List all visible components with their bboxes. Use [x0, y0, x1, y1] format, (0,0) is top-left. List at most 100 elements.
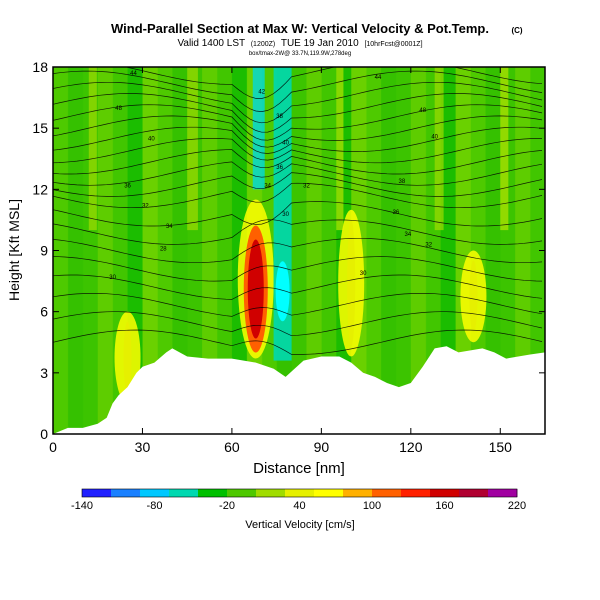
isentrope-line — [53, 126, 543, 154]
isentrope-line — [53, 70, 543, 112]
colorbar-swatch — [401, 489, 431, 497]
y-tick-label: 12 — [32, 181, 48, 197]
isentrope-line — [53, 274, 543, 300]
colorbar-tick-labels: -140 -80 -20 40 100 160 220 — [71, 500, 526, 512]
velocity-band — [440, 67, 457, 434]
velocity-features — [114, 67, 487, 404]
velocity-band — [530, 67, 545, 434]
isentrope-label: 32 — [142, 204, 149, 210]
velocity-band — [142, 67, 158, 434]
colorbar-tick-label: -140 — [71, 500, 93, 512]
isentrope-label: 42 — [258, 89, 265, 95]
isentrope-label: 34 — [166, 224, 173, 230]
x-axis: 0 30 60 90 120 150 — [49, 67, 512, 455]
isentrope-line — [53, 104, 543, 141]
isentrope-label: 48 — [419, 108, 426, 114]
colorbar-label: Vertical Velocity [cm/s] — [245, 519, 354, 531]
velocity-band — [217, 67, 233, 434]
isentrope-label: 40 — [431, 134, 438, 140]
isentrope-label: 38 — [399, 179, 406, 185]
updraft-core — [347, 219, 356, 347]
isentrope-label: 38 — [276, 114, 283, 120]
velocity-band — [485, 67, 501, 434]
isentrope-label: 36 — [276, 165, 283, 171]
x-tick-label: 60 — [224, 439, 240, 455]
y-tick-label: 3 — [40, 365, 48, 381]
downdraft-band — [252, 67, 265, 190]
velocity-band — [157, 67, 173, 434]
run-info: [10hrFcst@0001Z] — [364, 41, 422, 48]
isentrope-line — [53, 161, 543, 186]
isentrope-label: 36 — [393, 210, 400, 216]
isentrope-line — [53, 182, 543, 209]
y-tick-label: 6 — [40, 304, 48, 320]
y-axis-label: Height [Kft MSL] — [6, 199, 22, 301]
x-tick-label: 30 — [135, 439, 151, 455]
velocity-band — [306, 67, 322, 434]
isentrope-label: 32 — [303, 183, 310, 189]
colorbar-tick-label: -20 — [219, 500, 235, 512]
x-tick-label: 120 — [399, 439, 423, 455]
isentrope-label: 40 — [148, 136, 155, 142]
isentrope-line — [53, 256, 543, 282]
isentrope-label: 44 — [130, 71, 137, 77]
isentrope-line — [53, 201, 543, 227]
velocity-band — [53, 67, 69, 434]
valid-time: (1200Z) — [251, 41, 276, 48]
colorbar-swatch — [372, 489, 402, 497]
colorbar-tick-label: 160 — [435, 500, 453, 512]
colorbar-swatch — [459, 489, 489, 497]
colorbar-frame — [81, 488, 518, 498]
x-tick-label: 150 — [489, 439, 513, 455]
velocity-band — [67, 67, 84, 434]
velocity-band — [455, 67, 471, 434]
isentrope-line — [53, 172, 543, 197]
colorbar-swatch — [82, 489, 112, 497]
y-tick-label: 18 — [32, 59, 48, 75]
colorbar-tick-label: 100 — [363, 500, 381, 512]
isentrope-line — [53, 237, 543, 264]
velocity-band — [202, 67, 218, 434]
isentrope-label: 30 — [360, 271, 367, 277]
valid-line: Valid 1400 LST (1200Z) TUE 19 Jan 2010 [… — [177, 38, 422, 49]
x-tick-label: 90 — [314, 439, 330, 455]
velocity-band — [395, 67, 412, 434]
isentrope-lines — [53, 67, 543, 355]
isentrope-label: 40 — [282, 140, 289, 146]
isentrope-line — [53, 138, 542, 164]
x-tick-label: 0 — [49, 439, 57, 455]
isentrope-label: 32 — [425, 242, 432, 248]
valid-date: TUE 19 Jan 2010 — [281, 38, 359, 49]
isentrope-label: 44 — [375, 75, 382, 81]
updraft-core — [123, 321, 132, 394]
colorbar-swatch — [169, 489, 199, 497]
colorbar-swatch — [256, 489, 286, 497]
velocity-band — [515, 67, 531, 434]
colorbar-swatch — [430, 489, 460, 497]
isentrope-line — [53, 81, 543, 124]
velocity-band — [500, 67, 509, 231]
velocity-band — [410, 67, 427, 434]
colorbar-swatch — [198, 489, 228, 497]
chart-title: Wind-Parallel Section at Max W: Vertical… — [111, 21, 489, 36]
isentrope-line — [53, 115, 543, 148]
isentrope-line — [53, 149, 543, 175]
velocity-band — [381, 67, 397, 434]
y-tick-label: 9 — [40, 243, 48, 259]
y-tick-label: 0 — [40, 426, 48, 442]
isentrope-line — [124, 67, 543, 99]
source-line: box/tmax-2W@ 33.7N,119.9W,278deg — [249, 51, 351, 57]
velocity-band — [470, 67, 486, 434]
isentrope-line — [53, 329, 543, 355]
velocity-band — [336, 67, 344, 231]
isentrope-label: 48 — [115, 106, 122, 112]
velocity-band — [88, 67, 97, 231]
colorbar-swatch — [488, 489, 518, 497]
terrain-mask — [53, 346, 545, 434]
colorbar-tick-label: 220 — [508, 500, 526, 512]
isentrope-line — [53, 311, 543, 337]
colorbar-tick-label: -80 — [147, 500, 163, 512]
isentrope-line — [53, 93, 543, 133]
colorbar-tick-label: 40 — [293, 500, 305, 512]
